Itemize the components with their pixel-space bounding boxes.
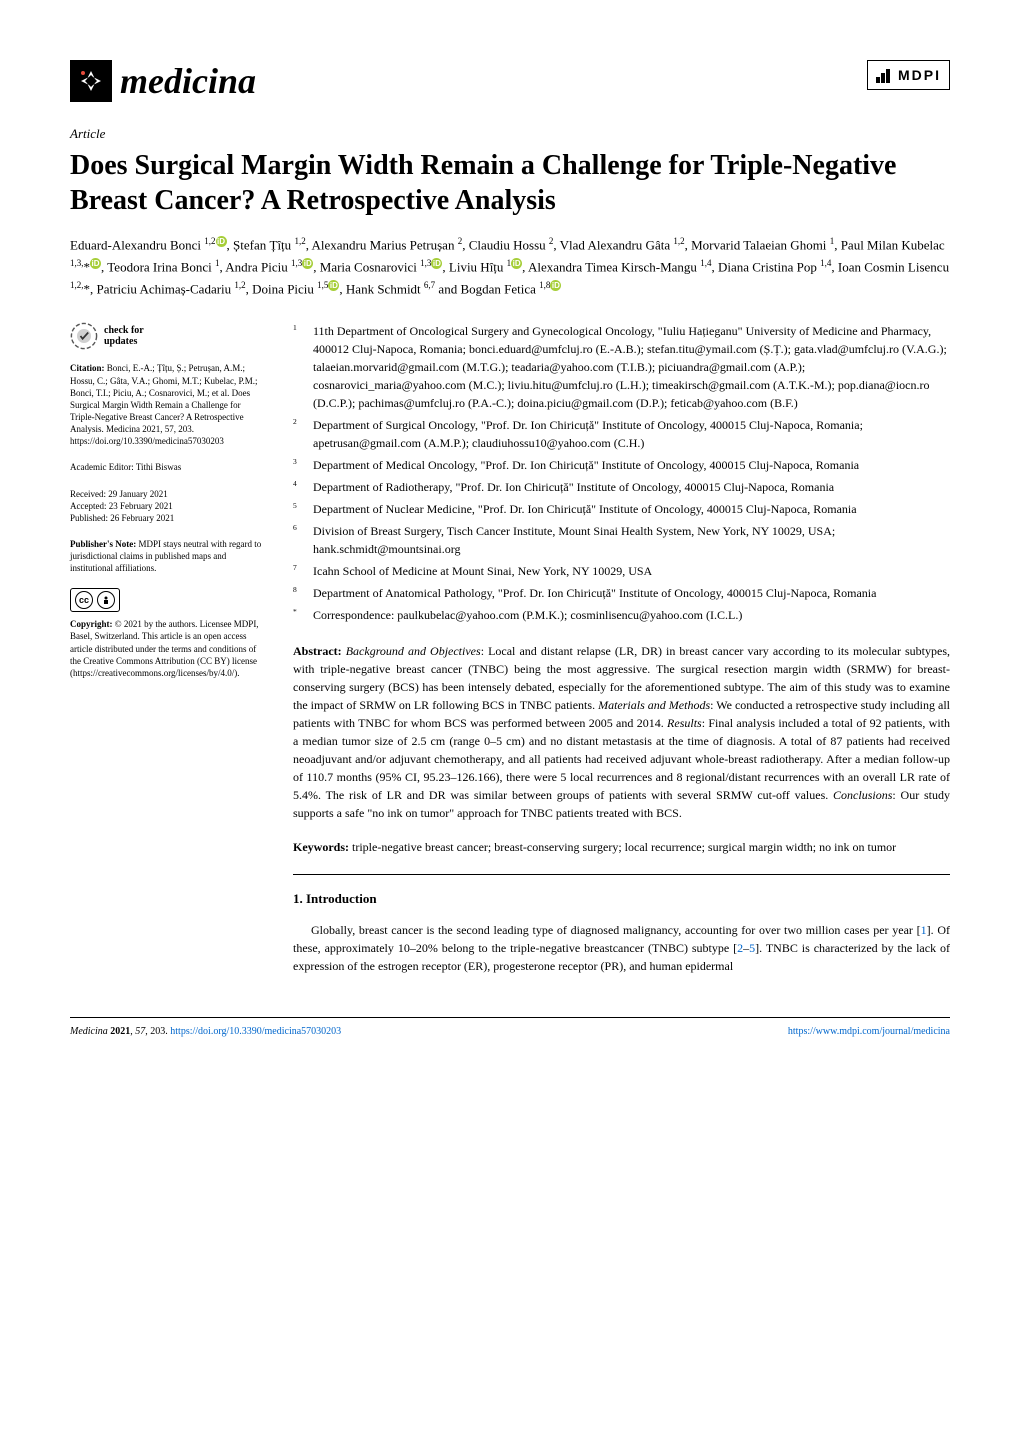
main-content: 111th Department of Oncological Surgery … [293, 322, 950, 987]
footer-left: Medicina 2021, 57, 203. https://doi.org/… [70, 1026, 341, 1037]
editor-block: Academic Editor: Tithi Biswas [70, 461, 265, 473]
abstract-text: Background and Objectives: Local and dis… [293, 644, 950, 820]
footer-right: https://www.mdpi.com/journal/medicina [788, 1026, 950, 1037]
orcid-icon: iD [90, 258, 101, 269]
keywords-text: triple-negative breast cancer; breast-co… [352, 840, 896, 854]
section-1-body: Globally, breast cancer is the second le… [293, 921, 950, 975]
citation-text: Bonci, E.-A.; Țîțu, Ș.; Petrușan, A.M.; … [70, 363, 258, 446]
accepted-text: 23 February 2021 [109, 501, 173, 511]
dates-block: Received: 29 January 2021 Accepted: 23 F… [70, 488, 265, 524]
orcid-icon: iD [511, 258, 522, 269]
keywords-block: Keywords: triple-negative breast cancer;… [293, 838, 950, 856]
check-updates-icon [70, 322, 98, 350]
journal-link[interactable]: https://www.mdpi.com/journal/medicina [788, 1026, 950, 1037]
doi-link[interactable]: https://doi.org/10.3390/medicina57030203 [170, 1026, 341, 1037]
sidebar-meta: check forupdates Citation: Bonci, E.-A.;… [70, 322, 265, 987]
received-label: Received: [70, 489, 106, 499]
by-icon [97, 591, 115, 609]
page-footer: Medicina 2021, 57, 203. https://doi.org/… [70, 1017, 950, 1037]
cc-license-badge: cc [70, 588, 265, 612]
orcid-icon: iD [302, 258, 313, 269]
copyright-block: Copyright: © 2021 by the authors. Licens… [70, 618, 265, 679]
published-label: Published: [70, 513, 108, 523]
publisher-logo: MDPI [867, 60, 950, 90]
orcid-icon: iD [550, 280, 561, 291]
abstract-block: Abstract: Background and Objectives: Loc… [293, 642, 950, 822]
ref-link[interactable]: 2 [737, 941, 743, 955]
editor-label: Academic Editor: [70, 462, 134, 472]
orcid-icon: iD [216, 236, 227, 247]
affiliation-item: 8Department of Anatomical Pathology, "Pr… [293, 584, 950, 602]
journal-logo: medicina [70, 60, 256, 102]
abstract-label: Abstract: [293, 644, 342, 658]
ref-link[interactable]: 5 [749, 941, 755, 955]
citation-block: Citation: Bonci, E.-A.; Țîțu, Ș.; Petruș… [70, 362, 265, 447]
check-updates[interactable]: check forupdates [70, 322, 265, 350]
copyright-label: Copyright: [70, 619, 113, 629]
cc-icon: cc [75, 591, 93, 609]
journal-icon [70, 60, 112, 102]
affiliation-item: 7Icahn School of Medicine at Mount Sinai… [293, 562, 950, 580]
affiliation-item: 3Department of Medical Oncology, "Prof. … [293, 456, 950, 474]
affiliation-item: 4Department of Radiotherapy, "Prof. Dr. … [293, 478, 950, 496]
publisher-logo-text: MDPI [898, 67, 941, 83]
pubnote-label: Publisher's Note: [70, 539, 136, 549]
citation-label: Citation: [70, 363, 105, 373]
publisher-note-block: Publisher's Note: MDPI stays neutral wit… [70, 538, 265, 574]
affiliation-list: 111th Department of Oncological Surgery … [293, 322, 950, 624]
keywords-label: Keywords: [293, 840, 349, 854]
journal-name: medicina [120, 60, 256, 102]
accepted-label: Accepted: [70, 501, 106, 511]
affiliation-item: 6Division of Breast Surgery, Tisch Cance… [293, 522, 950, 558]
section-divider [293, 874, 950, 875]
page-header: medicina MDPI [70, 60, 950, 102]
check-updates-label: check forupdates [104, 325, 144, 347]
affiliation-item: 111th Department of Oncological Surgery … [293, 322, 950, 412]
affiliation-item: 2Department of Surgical Oncology, "Prof.… [293, 416, 950, 452]
published-text: 26 February 2021 [110, 513, 174, 523]
section-1-title: 1. Introduction [293, 889, 950, 909]
received-text: 29 January 2021 [108, 489, 168, 499]
affiliation-item: *Correspondence: paulkubelac@yahoo.com (… [293, 606, 950, 624]
article-title: Does Surgical Margin Width Remain a Chal… [70, 148, 950, 218]
editor-text: Tithi Biswas [136, 462, 181, 472]
orcid-icon: iD [328, 280, 339, 291]
affiliation-item: 5Department of Nuclear Medicine, "Prof. … [293, 500, 950, 518]
ref-link[interactable]: 1 [921, 923, 927, 937]
orcid-icon: iD [431, 258, 442, 269]
authors-list: Eduard-Alexandru Bonci 1,2iD, Ștefan Țîț… [70, 234, 950, 300]
article-type: Article [70, 126, 950, 142]
